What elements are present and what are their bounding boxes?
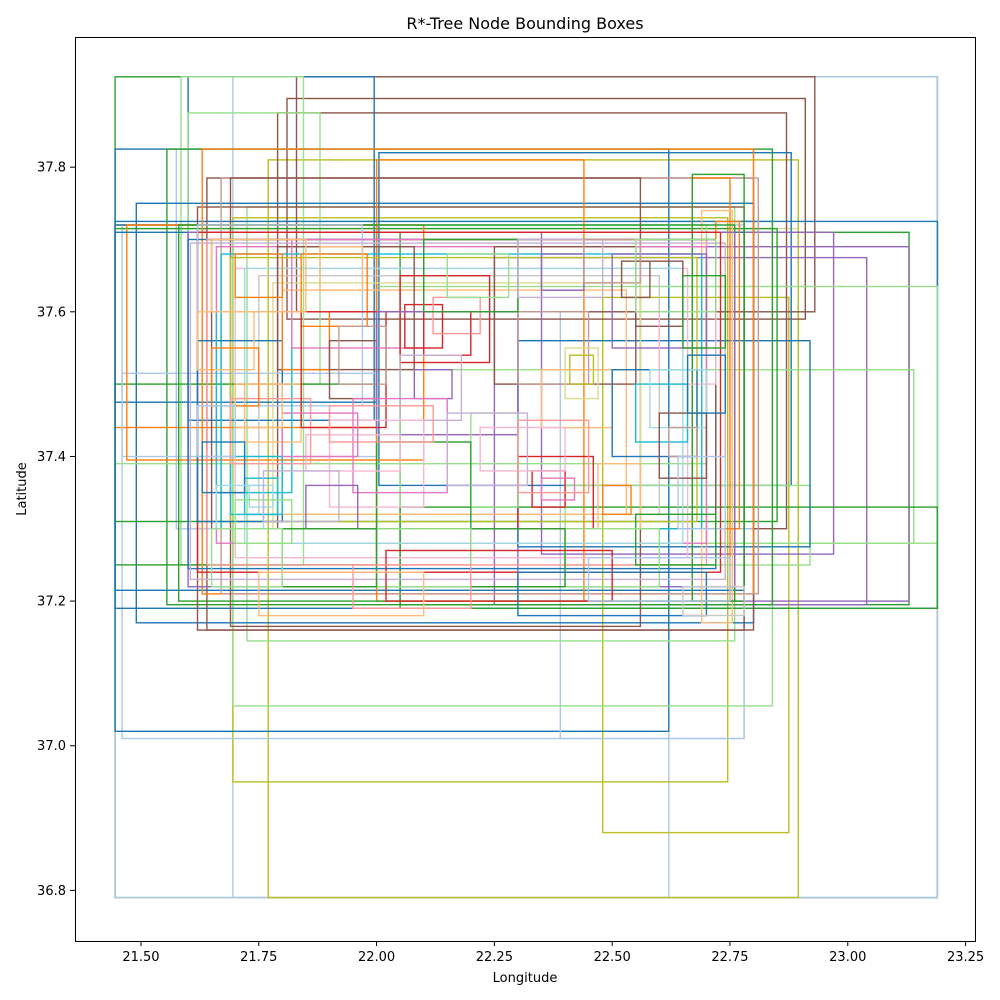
bounding-box-112 — [328, 405, 434, 443]
y-tick-label: 36.8 — [37, 884, 66, 899]
y-axis-label: Latitude — [15, 462, 30, 516]
x-axis-label: Longitude — [493, 971, 558, 986]
x-tick-label: 21.50 — [122, 950, 159, 965]
bounding-box-130 — [517, 238, 604, 299]
bounding-box-80 — [338, 325, 387, 385]
bounding-box-117 — [210, 238, 307, 313]
bounding-box-146 — [517, 571, 708, 617]
bounding-box-106 — [602, 484, 632, 515]
bounding-box-13 — [286, 97, 806, 320]
bounding-box-69 — [243, 477, 279, 516]
y-tick-label: 37.4 — [37, 450, 66, 465]
bounding-box-137 — [635, 513, 717, 566]
bounding-box-147 — [587, 557, 731, 602]
bounding-box-136 — [677, 455, 726, 530]
x-tick-label: 23.25 — [947, 950, 984, 965]
bounding-box-100 — [658, 412, 708, 479]
bounding-box-134 — [682, 275, 727, 349]
bounding-box-76 — [319, 245, 364, 291]
bounding-box-118 — [234, 253, 283, 299]
bounding-box-142 — [210, 528, 284, 588]
bounding-box-115 — [479, 426, 566, 472]
bounding-box-143 — [385, 549, 613, 602]
bounding-box-90 — [564, 347, 599, 400]
bounding-box-144 — [352, 564, 472, 610]
bounding-box-109 — [328, 419, 425, 508]
bounding-box-113 — [281, 412, 359, 458]
x-axis-ticks: 21.50 21.75 22.00 22.25 22.50 22.75 23.00 23.25 — [122, 941, 984, 965]
x-tick-label: 22.00 — [358, 950, 395, 965]
x-tick-label: 22.50 — [594, 950, 631, 965]
y-tick-label: 37.0 — [37, 739, 66, 754]
chart-title: R*-Tree Node Bounding Boxes — [406, 14, 643, 33]
bounding-boxes-layer — [114, 76, 939, 899]
bounding-box-129 — [446, 253, 510, 299]
x-tick-label: 22.25 — [476, 950, 513, 965]
bounding-box-86 — [399, 354, 463, 422]
y-tick-label: 37.2 — [37, 595, 66, 610]
plot-area-frame — [75, 37, 976, 942]
y-tick-label: 37.6 — [37, 305, 66, 320]
bounding-box-122 — [196, 405, 236, 458]
bounding-box-81 — [399, 275, 491, 364]
bounding-box-119 — [196, 311, 255, 371]
bounding-box-123 — [201, 441, 246, 494]
bounding-box-104 — [540, 477, 576, 501]
x-tick-label: 23.00 — [829, 950, 866, 965]
x-tick-label: 21.75 — [240, 950, 277, 965]
bounding-box-135 — [686, 354, 726, 414]
bounding-box-111 — [305, 434, 401, 472]
bounding-box-71 — [229, 397, 312, 465]
bounding-box-126 — [262, 470, 340, 523]
bounding-box-75 — [300, 253, 368, 328]
y-tick-label: 37.8 — [37, 161, 66, 176]
y-axis-ticks: 36.8 37.0 37.2 37.4 37.6 37.8 — [37, 161, 75, 899]
bounding-box-116 — [517, 419, 590, 494]
x-tick-label: 22.75 — [711, 950, 748, 965]
bounding-box-148 — [682, 585, 745, 617]
bounding-box-145 — [258, 571, 425, 617]
bounding-box-114 — [446, 412, 529, 487]
bounding-box-132 — [583, 238, 642, 284]
